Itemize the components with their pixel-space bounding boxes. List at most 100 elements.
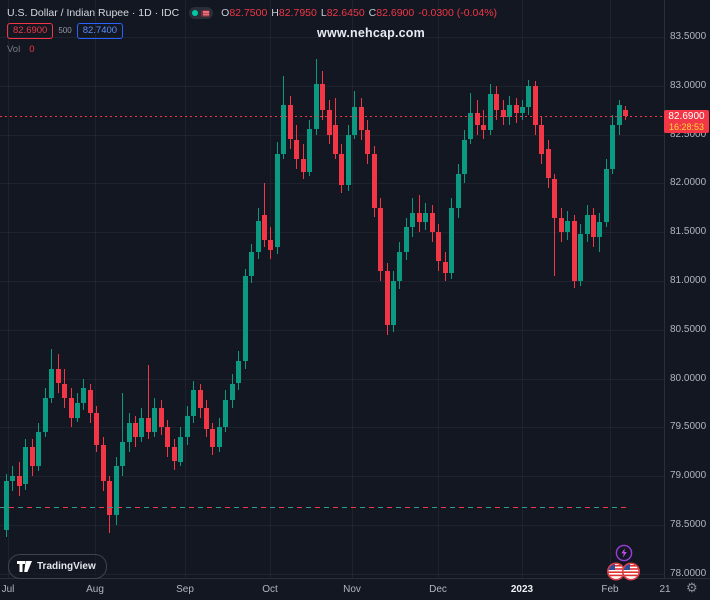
price-gridline <box>0 85 664 87</box>
tradingview-logo-icon <box>17 561 32 572</box>
chart-pane[interactable] <box>0 0 664 578</box>
candle-body <box>514 105 519 114</box>
low-label: L <box>320 7 327 19</box>
last-price-value: 82.6900 <box>668 111 705 122</box>
candle-body <box>294 139 299 159</box>
candle-body <box>572 220 577 281</box>
price-axis-label: 80.5000 <box>670 323 707 335</box>
price-gridline <box>0 281 664 282</box>
candle-body <box>352 107 357 135</box>
candle-body <box>17 476 22 486</box>
settings-gear-icon[interactable]: ⚙ <box>686 580 698 595</box>
candle-body <box>604 168 609 223</box>
price-axis-label: 79.5000 <box>670 421 707 433</box>
time-gridline <box>438 0 439 578</box>
time-axis-label: Aug <box>86 584 104 595</box>
candle-body <box>552 178 557 218</box>
candle-body <box>75 403 80 418</box>
candle-body <box>423 212 428 223</box>
candle-body <box>152 407 157 433</box>
candle-body <box>139 417 144 438</box>
candle-body <box>178 437 183 462</box>
candle-wick <box>148 364 149 440</box>
tradingview-logo-text: TradingView <box>37 561 96 572</box>
ohlc-readout: O82.7500 H82.7950 L82.6450 C82.6900 -0.0300 … <box>221 7 501 19</box>
flag-icons[interactable] <box>606 562 642 581</box>
price-gridline <box>0 476 664 478</box>
candle-body <box>591 214 596 237</box>
candle-body <box>623 110 628 117</box>
candle-body <box>475 113 480 125</box>
time-gridline <box>270 0 271 578</box>
lightning-icon[interactable] <box>615 544 633 562</box>
candle-body <box>456 173 461 208</box>
candle-body <box>339 154 344 186</box>
candle-body <box>359 107 364 130</box>
candle-body <box>172 446 177 462</box>
candle-body <box>81 388 86 403</box>
price-gridline <box>0 134 664 136</box>
price-axis-label: 82.5000 <box>670 128 707 140</box>
candle-body <box>36 432 41 467</box>
time-axis[interactable]: 21 Jul Aug Sep Oct Nov Dec 2023 Feb <box>0 578 710 600</box>
spread-value: 500 <box>58 26 72 35</box>
candle-body <box>49 368 54 399</box>
candle-body <box>539 124 544 155</box>
volume-label: Vol <box>7 44 21 55</box>
site-watermark: www.nehcap.com <box>317 26 425 40</box>
price-gridline <box>0 573 664 575</box>
time-gridline <box>522 0 523 578</box>
price-gridline <box>0 232 664 234</box>
price-axis-label: 81.5000 <box>670 226 707 238</box>
symbol-title[interactable]: U.S. Dollar / Indian Rupee · 1D · IDC <box>7 7 180 19</box>
candle-wick <box>554 173 555 277</box>
price-axis-label: 81.0000 <box>670 275 707 286</box>
candle-body <box>533 85 538 125</box>
candle-body <box>436 232 441 262</box>
time-axis-label: Sep <box>176 584 194 595</box>
candle-body <box>365 129 370 155</box>
low-value: 82.6450 <box>326 7 365 19</box>
time-axis-label: Feb <box>601 584 619 595</box>
candle-body <box>210 429 215 447</box>
time-axis-label: Dec <box>429 584 447 595</box>
change-value: -0.0300 (-0.04%) <box>418 7 498 19</box>
candle-body <box>165 427 170 447</box>
candle-body <box>585 214 590 235</box>
candle-body <box>223 400 228 428</box>
candle-body <box>378 207 383 272</box>
candle-body <box>30 446 35 467</box>
price-gridline <box>0 525 664 526</box>
candle-body <box>185 415 190 438</box>
price-gridline <box>0 329 664 331</box>
price-axis[interactable]: 83.5000 83.0000 82.5000 82.0000 81.5000 81.00… <box>664 0 710 579</box>
candle-body <box>346 134 351 186</box>
candle-body <box>404 227 409 252</box>
candle-body <box>488 93 493 130</box>
candle-body <box>462 139 467 174</box>
visibility-toggle-icon[interactable] <box>189 7 214 19</box>
candle-body <box>288 105 293 140</box>
tradingview-logo[interactable]: TradingView <box>8 554 107 579</box>
buy-button[interactable]: 82.7400 <box>76 22 124 39</box>
sell-button[interactable]: 82.6900 <box>7 22 54 39</box>
candle-body <box>120 442 125 467</box>
candle-body <box>327 110 332 135</box>
candle-body <box>268 240 273 250</box>
price-gridline <box>0 37 664 38</box>
candle-body <box>256 220 261 252</box>
candle-body <box>410 212 415 228</box>
price-gridline <box>0 427 664 429</box>
candle-body <box>385 271 390 325</box>
open-label: O <box>221 7 230 19</box>
candle-body <box>4 481 9 530</box>
price-axis-label: 78.5000 <box>670 519 707 530</box>
close-value: 82.6900 <box>376 7 415 19</box>
candle-body <box>520 107 525 114</box>
candle-body <box>449 207 454 274</box>
candle-body <box>565 220 570 233</box>
candle-body <box>301 159 306 172</box>
candle-body <box>307 128 312 172</box>
high-value: 82.7950 <box>278 7 317 19</box>
current-price-line <box>0 116 664 117</box>
